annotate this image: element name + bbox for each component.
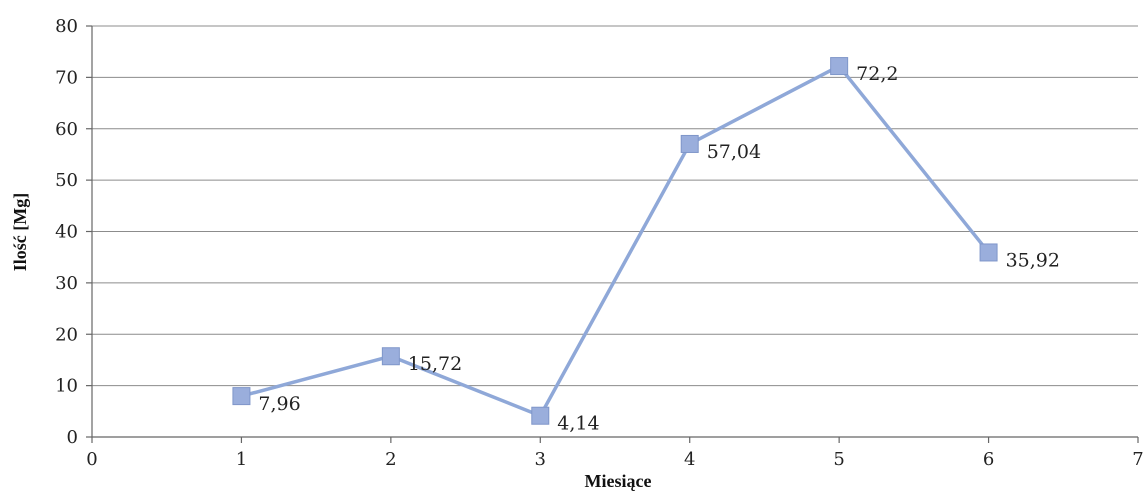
y-tick-label-10: 10	[55, 376, 78, 397]
gridlines	[92, 25, 1138, 387]
y-axis-title: Ilość [Mg]	[10, 193, 30, 271]
y-tick-label-80: 80	[55, 16, 78, 37]
y-tick-label-30: 30	[55, 273, 78, 294]
data-label-5: 72,2	[856, 63, 898, 85]
x-tick-label-1: 1	[236, 449, 247, 470]
data-point-5	[830, 57, 849, 76]
x-tick-label-3: 3	[535, 449, 546, 470]
data-points	[232, 57, 998, 425]
x-tick-label-7: 7	[1132, 449, 1143, 470]
data-point-4	[680, 134, 699, 153]
y-tick-label-60: 60	[55, 119, 78, 140]
x-tick-label-5: 5	[833, 449, 844, 470]
data-label-4: 57,04	[707, 141, 761, 163]
y-tick-label-70: 70	[55, 67, 78, 88]
series-line-path	[240, 64, 990, 418]
data-point-2	[381, 347, 400, 366]
data-labels: 7,96 15,72 4,14 57,04 72,2 35,92	[258, 63, 1060, 435]
axes	[86, 25, 1139, 443]
data-label-6: 35,92	[1006, 249, 1060, 271]
x-axis-title: Miesiące	[585, 471, 652, 491]
data-label-3: 4,14	[557, 413, 599, 435]
data-label-1: 7,96	[258, 393, 300, 415]
x-tick-label-4: 4	[684, 449, 695, 470]
x-tick-label-6: 6	[983, 449, 994, 470]
x-tick-label-2: 2	[385, 449, 396, 470]
x-tick-labels: 0 1 2 3 4 5 6 7	[86, 449, 1143, 470]
series-line	[240, 64, 990, 418]
data-point-6	[979, 243, 998, 262]
y-tick-label-0: 0	[67, 427, 78, 448]
data-point-1	[232, 387, 251, 406]
x-tick-label-0: 0	[86, 449, 97, 470]
y-tick-label-40: 40	[55, 222, 78, 243]
y-tick-label-20: 20	[55, 324, 78, 345]
y-tick-labels: 0 10 20 30 40 50 60 70 80	[55, 16, 78, 448]
y-tick-label-50: 50	[55, 170, 78, 191]
data-point-3	[531, 406, 550, 425]
data-label-2: 15,72	[408, 353, 462, 375]
